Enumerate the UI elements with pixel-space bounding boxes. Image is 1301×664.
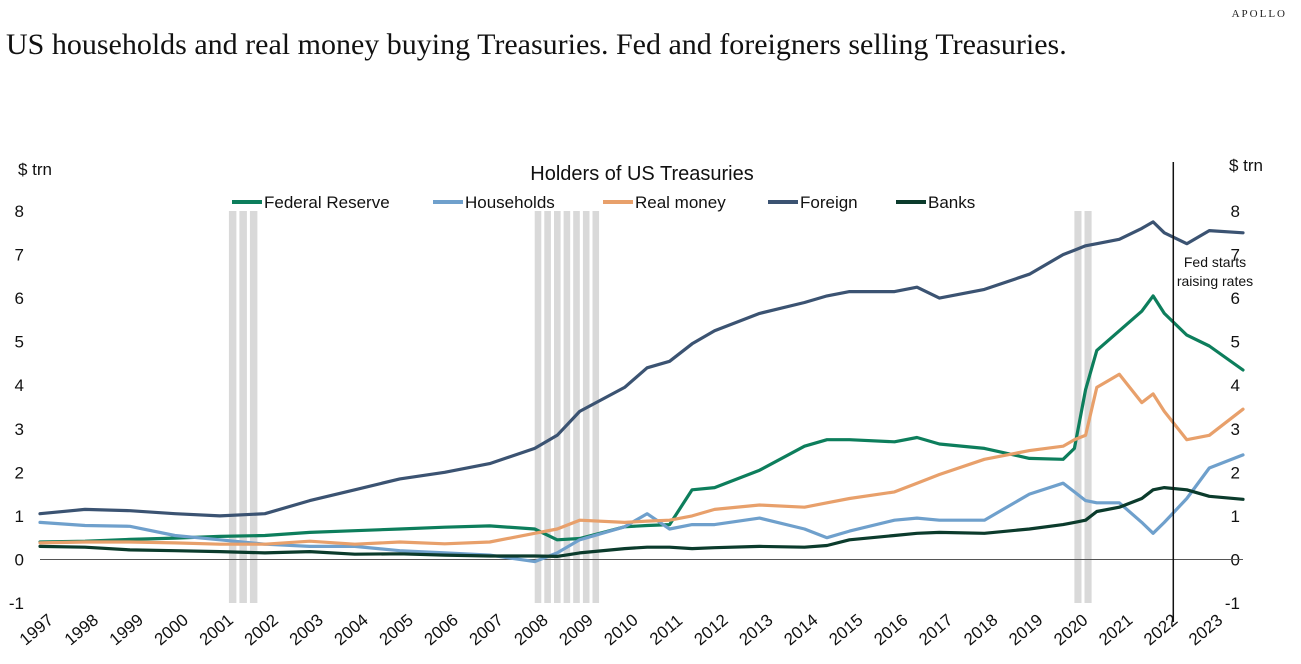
x-tick-label: 2012: [690, 610, 731, 649]
fed-rate-hike-marker: Fed starts raising rates: [1172, 162, 1253, 622]
series-lines: [38, 220, 1245, 564]
x-tick-label: 2022: [1140, 610, 1181, 649]
x-tick-label: 2008: [511, 610, 552, 649]
y-tick-right: 2: [1231, 463, 1240, 482]
x-tick-label: 2009: [556, 610, 597, 649]
recession-band-2: [592, 211, 600, 603]
y-tick-right: -1: [1225, 594, 1240, 613]
recession-band-1: [228, 211, 237, 603]
x-tick-label: 2019: [1005, 610, 1046, 649]
recession-band-2: [534, 211, 542, 603]
annotation-line-1: Fed starts: [1184, 254, 1246, 270]
y-tick-left: 7: [15, 246, 24, 265]
y-tick-left: -1: [9, 594, 24, 613]
x-tick-label: 2003: [286, 610, 327, 649]
annotation-line-2: raising rates: [1177, 273, 1253, 289]
recession-bands: [228, 211, 1092, 603]
x-tick-label: 1998: [61, 610, 102, 649]
legend-label: Real money: [635, 193, 726, 212]
x-tick-label: 2023: [1185, 610, 1226, 649]
x-tick-label: 2004: [331, 610, 372, 649]
x-tick-label: 2018: [960, 610, 1001, 649]
x-tick-label: 2010: [600, 610, 641, 649]
series-line-federal-reserve: [38, 294, 1245, 544]
x-tick-label: 2020: [1050, 610, 1091, 649]
legend-label: Foreign: [800, 193, 858, 212]
y-tick-left: 0: [15, 550, 24, 569]
recession-band-2: [554, 211, 561, 603]
brand-logo-text: APOLLO: [1231, 8, 1287, 20]
y-tick-right: 6: [1231, 289, 1240, 308]
x-tick-label: 2014: [780, 610, 821, 649]
x-tick-label: 2005: [376, 610, 417, 649]
recession-band-2: [573, 211, 580, 603]
y-tick-left: 2: [15, 463, 24, 482]
x-tick-label: 2021: [1095, 610, 1136, 649]
x-tick-label: 2013: [735, 610, 776, 649]
y-axes: -1 -10 01 12 23 34 45 56 67 78 8: [9, 202, 1243, 613]
x-tick-label: 2017: [915, 610, 956, 649]
y-tick-right: 3: [1231, 420, 1240, 439]
y-tick-left: 4: [15, 376, 24, 395]
y-tick-right: 5: [1231, 333, 1240, 352]
chart-title: Holders of US Treasuries: [530, 163, 753, 185]
x-tick-label: 2007: [466, 610, 507, 649]
series-line-real-money: [38, 372, 1245, 546]
x-tick-label: 2011: [646, 611, 686, 649]
series-line-households: [38, 453, 1245, 564]
x-tick-labels: 1997 1998 1999 2000 2001 2002 2003 2004 2005 2006…: [16, 610, 1226, 649]
recession-band-1: [239, 211, 247, 603]
series-line-foreign: [38, 220, 1245, 518]
y-tick-left: 5: [15, 333, 24, 352]
left-axis-unit-label: $ trn: [18, 160, 52, 179]
recession-band-3: [1084, 211, 1092, 603]
recession-band-1: [249, 211, 258, 603]
legend: Federal Reserve Households Real money Forei…: [232, 193, 975, 212]
series-line-banks: [38, 486, 1245, 559]
y-tick-left: 1: [15, 507, 24, 526]
x-tick-label: 2015: [825, 610, 866, 649]
y-tick-right: 8: [1231, 202, 1240, 221]
x-tick-label: 2016: [870, 610, 911, 649]
y-tick-right: 1: [1231, 507, 1240, 526]
y-tick-left: 6: [15, 289, 24, 308]
legend-label: Federal Reserve: [264, 193, 390, 212]
y-tick-left: 3: [15, 420, 24, 439]
x-tick-label: 1997: [16, 610, 57, 649]
recession-band-3: [1074, 211, 1082, 603]
x-tick-label: 2002: [241, 610, 282, 649]
y-tick-right: 4: [1231, 376, 1240, 395]
y-tick-left: 8: [15, 202, 24, 221]
recession-band-2: [563, 211, 571, 603]
recession-band-2: [544, 211, 551, 603]
page-headline: US households and real money buying Trea…: [6, 28, 1067, 61]
x-tick-label: 1999: [106, 610, 147, 649]
right-axis-unit-label: $ trn: [1229, 156, 1263, 175]
legend-label: Banks: [928, 193, 975, 212]
x-tick-label: 2006: [421, 610, 462, 649]
x-tick-label: 2000: [151, 610, 192, 649]
y-tick-right: 7: [1231, 246, 1240, 265]
legend-label: Households: [465, 193, 555, 212]
x-tick-label: 2001: [196, 610, 237, 649]
